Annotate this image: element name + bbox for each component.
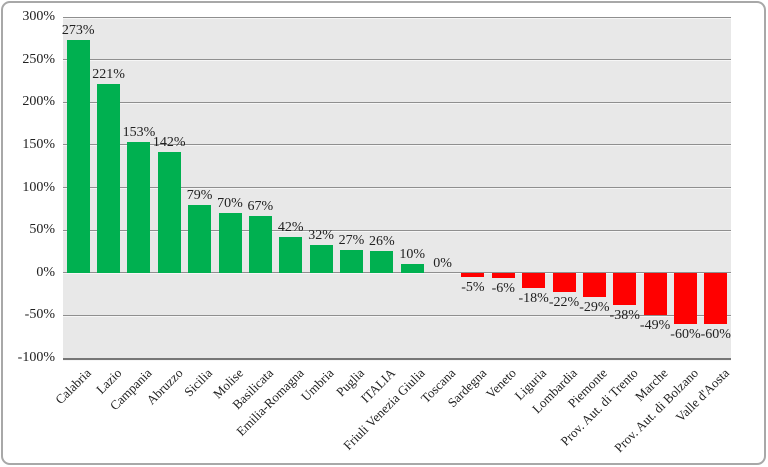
value-label: 42% (277, 219, 304, 235)
bar-Prov. Aut. di Bolzano (673, 272, 697, 324)
value-label: -18% (518, 291, 549, 307)
value-label: 26% (368, 233, 395, 249)
bar-Liguria (522, 272, 546, 289)
x-category-label: Umbria (298, 365, 337, 404)
y-tick-label: 150% (22, 136, 55, 152)
value-label: 0% (433, 255, 452, 271)
bar-Puglia (339, 249, 363, 273)
plot-area: 273% 221% 153% 142% 79% 70% 67% 42% 32% 27% 26% 10%… (61, 16, 731, 360)
value-label: 10% (399, 247, 426, 263)
value-label: 221% (92, 67, 125, 83)
gridline (63, 229, 731, 231)
bar-Sicilia (188, 205, 212, 273)
bar-Sardegna (461, 272, 485, 277)
bar-Calabria (66, 40, 90, 273)
bar-Lazio (97, 84, 121, 273)
value-label: 32% (308, 228, 334, 244)
value-label: -60% (670, 326, 701, 342)
value-label: 153% (122, 125, 156, 141)
bar-Umbria (309, 245, 333, 273)
value-label: 67% (247, 198, 274, 214)
value-label: 70% (217, 196, 243, 212)
bar-Veneto (491, 272, 515, 278)
y-tick-label: 200% (22, 94, 55, 110)
bar-Basilicata (248, 215, 272, 273)
x-category-label: Veneto (483, 365, 520, 402)
bar-Molise (218, 213, 242, 273)
bar-Marche (643, 272, 667, 315)
x-category-label: Sicilia (181, 365, 216, 400)
gridline (63, 16, 731, 18)
bar-Piemonte (582, 272, 606, 298)
y-tick-label: -100% (17, 350, 55, 365)
bar-ITALIA (370, 250, 394, 273)
x-category-label: Calabria (52, 365, 95, 408)
value-label: -6% (491, 280, 515, 296)
y-tick-label: 250% (22, 51, 55, 67)
gridline (63, 101, 731, 103)
bar-Lombardia (552, 272, 576, 292)
value-label: 27% (338, 232, 365, 248)
bar-Emilia-Romagna (279, 236, 303, 273)
value-label: 142% (152, 134, 186, 150)
value-label: -38% (609, 308, 640, 324)
value-label: -5% (461, 280, 485, 295)
value-label: 273% (61, 23, 95, 39)
y-tick-label: 50% (29, 222, 55, 238)
bar-Valle d'Aosta (704, 272, 728, 324)
gridline (63, 314, 731, 316)
gridline (63, 272, 731, 274)
bar-Campania (127, 142, 151, 273)
gridline (63, 357, 731, 360)
value-label: -22% (548, 294, 580, 310)
gridline (63, 187, 731, 188)
value-label: -60% (700, 326, 731, 342)
y-tick-label: 0% (36, 264, 55, 280)
y-tick-label: 300% (22, 9, 55, 24)
gridline (63, 144, 731, 146)
y-tick-label: -50% (24, 307, 55, 323)
bar-Friuli Venezia Giulia (400, 264, 424, 273)
gridline (63, 59, 731, 61)
value-label: 79% (186, 188, 213, 204)
bar-Prov. Aut. di Trento (613, 272, 637, 306)
value-label: -29% (579, 300, 610, 316)
bar-Abruzzo (157, 151, 181, 273)
y-tick-label: 100% (22, 179, 55, 195)
value-label: -49% (639, 317, 671, 333)
